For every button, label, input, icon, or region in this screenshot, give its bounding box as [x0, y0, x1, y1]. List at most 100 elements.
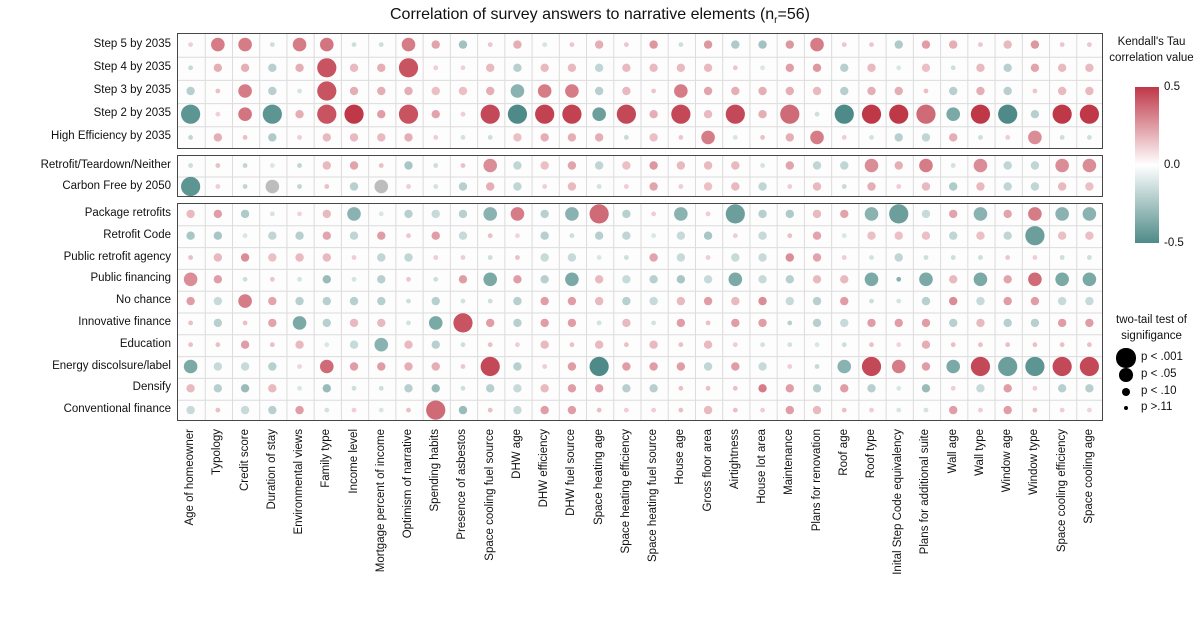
correlation-dot — [732, 233, 738, 239]
correlation-dot — [540, 133, 549, 142]
column-label: Space cooling efficiency — [1055, 429, 1068, 553]
correlation-dot — [374, 337, 389, 352]
correlation-dot — [1059, 135, 1065, 140]
column-label: Credit score — [238, 429, 251, 491]
correlation-dot — [732, 385, 738, 391]
correlation-dot — [787, 233, 793, 239]
correlation-dot — [867, 182, 876, 191]
correlation-dot — [760, 135, 765, 140]
correlation-dot — [377, 86, 386, 96]
correlation-dot — [923, 88, 929, 94]
correlation-dot — [622, 209, 631, 219]
column-label: House lot area — [756, 429, 769, 504]
correlation-dot — [186, 86, 195, 96]
correlation-dot — [785, 161, 794, 170]
correlation-dot — [242, 163, 248, 168]
correlation-dot — [678, 407, 684, 413]
correlation-dot — [215, 111, 221, 117]
correlation-dot — [812, 275, 822, 284]
row-label: Public retrofit agency — [63, 250, 171, 263]
correlation-dot — [515, 342, 520, 348]
correlation-dot — [542, 364, 548, 369]
correlation-dot — [542, 42, 548, 47]
correlation-dot — [188, 255, 194, 260]
correlation-dot — [188, 320, 194, 326]
correlation-dot — [921, 182, 931, 191]
correlation-dot — [949, 209, 958, 219]
correlation-dot — [404, 362, 413, 371]
correlation-dot — [812, 405, 822, 415]
correlation-dot — [649, 63, 658, 72]
correlation-dot — [486, 86, 495, 96]
correlation-dot — [513, 63, 522, 72]
correlation-dot — [1055, 272, 1069, 287]
correlation-dot — [404, 253, 413, 262]
correlation-dot — [535, 104, 555, 124]
correlation-dot — [480, 356, 500, 377]
correlation-dot — [923, 407, 929, 413]
correlation-dot — [678, 184, 684, 189]
correlation-dot — [867, 384, 876, 393]
correlation-dot — [433, 65, 439, 71]
correlation-dot — [458, 209, 468, 219]
correlation-dot — [295, 231, 304, 240]
correlation-dot — [1057, 318, 1067, 328]
correlation-dot — [240, 340, 250, 349]
correlation-dot — [651, 88, 657, 94]
correlation-dot — [896, 276, 902, 282]
correlation-dot — [785, 253, 794, 262]
correlation-dot — [322, 253, 331, 262]
correlation-dot — [703, 362, 713, 371]
row-label: Step 4 by 2035 — [93, 60, 171, 73]
correlation-dot — [565, 207, 579, 221]
correlation-dot — [349, 318, 359, 328]
correlation-dot — [732, 135, 738, 140]
correlation-dot — [623, 42, 629, 47]
correlation-dot — [758, 296, 767, 306]
column-label: Airtightness — [728, 429, 741, 490]
correlation-dot — [949, 182, 958, 191]
column-label: Inital Step Code equivalency — [892, 429, 905, 575]
correlation-dot — [950, 65, 956, 71]
correlation-dot — [322, 133, 331, 142]
correlation-dot — [292, 37, 307, 52]
correlation-dot — [406, 298, 411, 304]
correlation-dot — [949, 86, 958, 96]
size-legend-dot — [1119, 368, 1133, 382]
correlation-dot — [787, 342, 793, 348]
correlation-dot — [513, 362, 522, 371]
correlation-dot — [1003, 384, 1012, 393]
row-label: Innovative finance — [78, 315, 171, 328]
correlation-dot — [949, 318, 958, 328]
correlation-dot — [950, 163, 956, 168]
correlation-dot — [269, 342, 275, 348]
correlation-dot — [458, 86, 468, 96]
correlation-dot — [377, 296, 386, 306]
correlation-dot — [1005, 255, 1011, 260]
column-label: Space heating fuel source — [647, 429, 660, 562]
correlation-dot — [269, 42, 275, 47]
correlation-dot — [188, 342, 194, 348]
correlation-dot — [269, 211, 275, 217]
correlation-dot — [1086, 255, 1092, 260]
correlation-dot — [1030, 182, 1040, 191]
correlation-dot — [671, 104, 691, 124]
correlation-dot — [840, 296, 849, 306]
correlation-dot — [896, 298, 902, 304]
correlation-dot — [542, 184, 548, 189]
correlation-dot — [703, 110, 713, 119]
color-legend-max-label: 0.5 — [1164, 81, 1180, 93]
correlation-dot — [213, 231, 223, 240]
correlation-dot — [426, 400, 446, 420]
correlation-dot — [268, 318, 277, 328]
correlation-dot — [567, 405, 577, 415]
correlation-dot — [834, 104, 854, 124]
correlation-dot — [1030, 318, 1040, 328]
correlation-dot — [1030, 110, 1040, 119]
correlation-dot — [976, 318, 985, 328]
correlation-dot — [978, 407, 983, 413]
correlation-dot — [322, 318, 331, 328]
correlation-dot — [344, 104, 364, 124]
correlation-dot — [433, 276, 439, 282]
correlation-dot — [431, 362, 440, 371]
